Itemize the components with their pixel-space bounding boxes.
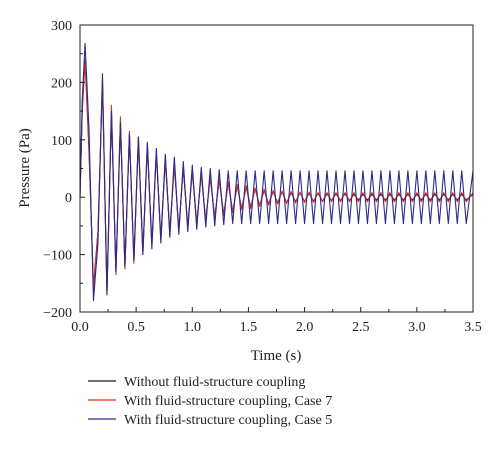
series-line-3 [79,42,474,302]
x-tick-label: 3.0 [408,320,426,335]
y-tick-label: 100 [51,134,72,149]
legend-label-1: Without fluid-structure coupling [124,375,305,390]
legend: Without fluid-structure coupling With flu… [88,375,332,428]
legend-label-3: With fluid-structure coupling, Case 5 [124,413,332,428]
x-tick-label: 1.0 [184,320,202,335]
x-tick-label: 2.0 [296,320,314,335]
x-axis: 0.0 0.5 1.0 1.5 2.0 2.5 3.0 3.5 [71,307,482,335]
series-lines [79,42,474,302]
y-axis-label: Pressure (Pa) [17,128,33,208]
series-line-2 [79,58,474,296]
y-axis: −200 −100 0 100 200 300 [43,19,85,321]
x-tick-label: 0.0 [71,320,89,335]
x-tick-label: 2.5 [352,320,370,335]
y-tick-label: 0 [65,191,72,206]
legend-label-2: With fluid-structure coupling, Case 7 [124,394,332,409]
y-tick-label: 300 [51,19,72,34]
x-tick-label: 1.5 [240,320,258,335]
plot-frame [79,24,474,313]
x-tick-label: 0.5 [127,320,145,335]
y-tick-label: −100 [43,249,72,264]
series-line-1 [79,58,474,293]
y-tick-label: 200 [51,76,72,91]
x-axis-label: Time (s) [251,348,302,364]
x-tick-label: 3.5 [464,320,482,335]
y-tick-label: −200 [43,306,72,321]
